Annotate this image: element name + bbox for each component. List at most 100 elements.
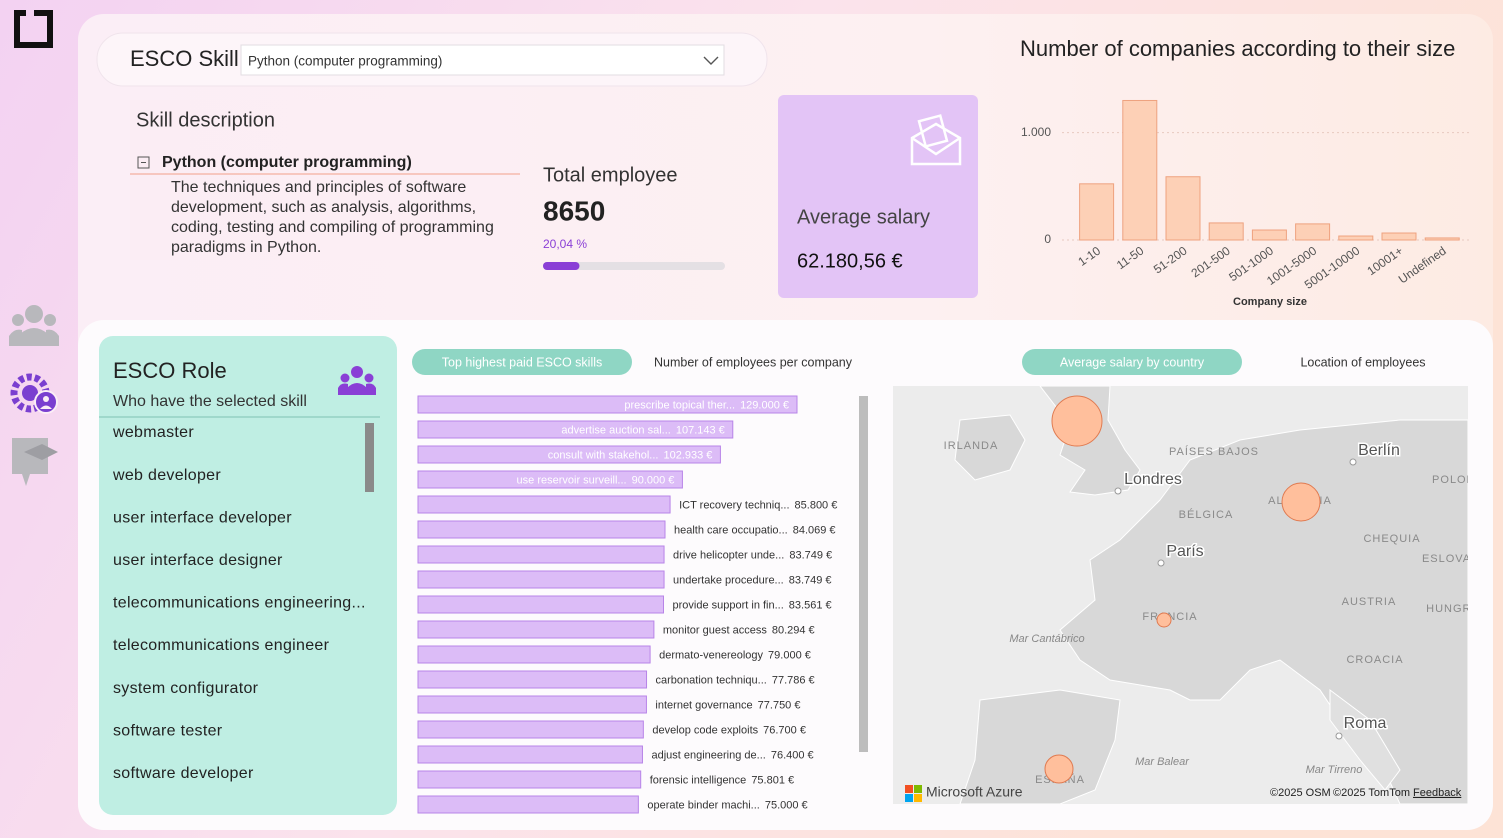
role-item[interactable]: user interface developer [113, 509, 292, 526]
bar [1251, 229, 1287, 241]
progress-fill [543, 262, 580, 270]
tab-label[interactable]: Average salary by country [1060, 355, 1205, 369]
tab-label[interactable]: Top highest paid ESCO skills [442, 355, 603, 369]
bar-value-label: 129.000 € [740, 399, 789, 411]
people-icon[interactable] [9, 305, 59, 346]
total-employee-share: 20,04 % [543, 237, 587, 251]
bar-category-label: undertake procedure... [673, 574, 784, 586]
total-employee-label: Total employee [543, 164, 678, 186]
bar-category-label: forensic intelligence [650, 774, 747, 786]
city-dot [1335, 732, 1343, 740]
role-title: ESCO Role [113, 358, 227, 383]
bar [417, 420, 734, 439]
bar [1208, 222, 1244, 241]
bar-value-label: 75.801 € [751, 774, 794, 786]
skill-name: Python (computer programming) [162, 154, 412, 171]
salary-icon [910, 114, 962, 166]
bar-category-label: health care occupatio... [674, 524, 788, 536]
role-item[interactable]: webmaster [112, 424, 194, 441]
role-item[interactable]: software tester [113, 722, 223, 739]
dropdown-chevron[interactable] [703, 56, 719, 65]
bar [417, 470, 683, 489]
bar [1165, 176, 1201, 241]
tab-label[interactable]: Location of employees [1300, 355, 1425, 369]
bar-category-label: monitor guest access [663, 624, 767, 636]
map-label: CHEQUIA [1363, 533, 1420, 545]
role-item[interactable]: telecommunications engineering... [113, 595, 366, 612]
bar [417, 495, 671, 514]
description-line: coding, testing and compiling of program… [171, 219, 494, 236]
map-bubble[interactable] [1051, 395, 1103, 447]
bar [1424, 237, 1460, 241]
role-item[interactable]: software developer [113, 765, 254, 782]
bar-value-label: 102.933 € [663, 449, 712, 461]
bar-category-label: use reservoir surveill... [517, 474, 627, 486]
description-title: Skill description [136, 109, 275, 131]
map-credit: ©2025 OSM [1270, 787, 1331, 799]
map-label: PAÍSES BAJOS [1169, 445, 1259, 458]
city-dot [1349, 458, 1357, 466]
bar [417, 570, 665, 589]
map-feedback[interactable]: Feedback [1413, 787, 1462, 799]
role-item[interactable]: web developer [112, 467, 221, 484]
bar [417, 770, 642, 789]
map-label: BÉLGICA [1179, 508, 1234, 521]
bar [1295, 223, 1331, 241]
bar [417, 720, 644, 739]
city-dot [1157, 559, 1165, 567]
map-label: Mar Balear [1135, 756, 1190, 768]
skill-dropdown-value: Python (computer programming) [248, 54, 442, 69]
bar-value-label: 77.750 € [758, 699, 801, 711]
education-icon[interactable] [12, 438, 58, 486]
bar [417, 695, 647, 714]
ms-logo [914, 794, 922, 802]
ms-logo [905, 794, 913, 802]
bar [1122, 99, 1158, 241]
role-item[interactable]: system configurator [113, 680, 259, 697]
ms-logo [905, 785, 913, 793]
bar-category-label: drive helicopter unde... [673, 549, 784, 561]
role-scrollbar[interactable] [365, 423, 374, 492]
bar-category-label: operate binder machi... [647, 799, 760, 811]
map-bubble[interactable] [1281, 482, 1321, 522]
tab-active[interactable] [412, 349, 632, 375]
bar [417, 620, 655, 639]
bar-value-label: 77.786 € [772, 674, 815, 686]
map-bubble[interactable] [1156, 612, 1172, 628]
tab-label[interactable]: Number of employees per company [654, 355, 853, 369]
skill-dropdown[interactable] [240, 44, 725, 76]
logo[interactable] [14, 10, 53, 48]
map-bubble[interactable] [1044, 754, 1074, 784]
map-label: IRLANDA [944, 440, 999, 452]
bar-category-label: consult with stakehol... [548, 449, 659, 461]
bar [417, 520, 666, 539]
map-credit: ©2025 TomTom [1333, 787, 1410, 799]
bar-value-label: 75.000 € [765, 799, 808, 811]
bar-value-label: 107.143 € [676, 424, 725, 436]
bar [417, 445, 721, 464]
total-employee-value: 8650 [543, 195, 605, 226]
bar-category-label: internet governance [655, 699, 752, 711]
description-line: paradigms in Python. [171, 239, 321, 256]
map-label: Londres [1124, 471, 1182, 488]
bar-value-label: 76.700 € [763, 724, 806, 736]
collapse-icon[interactable] [137, 156, 150, 169]
role-settings-icon[interactable] [10, 373, 58, 414]
map-label: AUSTRIA [1342, 596, 1397, 608]
y-tick-label: 0 [1044, 232, 1051, 246]
x-axis-title: Company size [1233, 296, 1307, 308]
role-item[interactable]: telecommunications engineer [113, 637, 330, 654]
bar [1079, 183, 1115, 241]
map-land [954, 386, 1468, 804]
progress-track [543, 262, 725, 270]
bar-category-label: provide support in fin... [673, 599, 784, 611]
bar-value-label: 83.749 € [789, 549, 832, 561]
bar-value-label: 76.400 € [771, 749, 814, 761]
bar-category-label: carbonation techniqu... [656, 674, 767, 686]
map-brand: Microsoft Azure [926, 784, 1023, 800]
tab-active[interactable] [1022, 349, 1242, 375]
role-item[interactable]: user interface designer [113, 552, 283, 569]
y-tick-label: 1.000 [1021, 125, 1051, 139]
skills-scrollbar[interactable] [859, 396, 868, 752]
